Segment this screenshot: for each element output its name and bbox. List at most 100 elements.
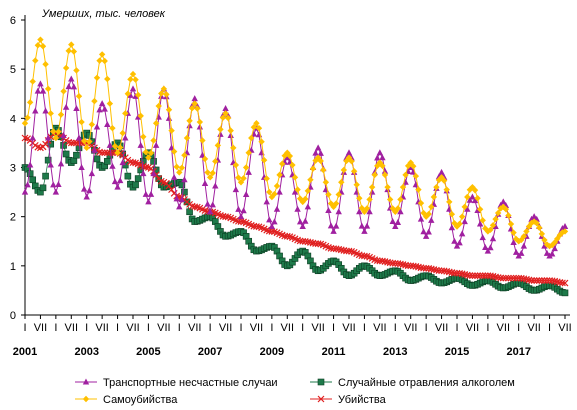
year-label: 2009 (260, 346, 284, 358)
diamond-marker (541, 236, 548, 244)
triangle-marker (75, 134, 83, 141)
diamond-marker (78, 118, 85, 126)
triangle-marker (191, 95, 198, 102)
diamond-marker (170, 148, 178, 155)
x-marker (301, 237, 309, 245)
square-marker (134, 175, 142, 182)
diamond-marker (487, 226, 494, 233)
diamond-marker (338, 179, 345, 186)
diamond-marker (309, 165, 317, 172)
x-marker (440, 267, 448, 275)
triangle-marker (330, 227, 337, 234)
diamond-marker (109, 124, 116, 132)
y-tick-label: 1 (10, 261, 16, 273)
x-tick-label: I (178, 322, 181, 334)
diamond-marker (443, 186, 450, 193)
diamond-marker (366, 196, 373, 203)
triangle-marker (37, 80, 44, 87)
triangle-marker (132, 92, 139, 99)
triangle-marker (204, 200, 211, 207)
x-marker (561, 279, 569, 287)
triangle-marker (78, 164, 85, 170)
x-marker (528, 276, 535, 284)
triangle-marker (245, 168, 252, 175)
x-marker (476, 272, 484, 280)
y-axis-label: Умерших, тыс. человек (41, 8, 166, 20)
x-tick-label: VII (34, 322, 47, 334)
square-marker (26, 170, 34, 177)
diamond-marker (163, 91, 170, 98)
diamond-marker (476, 206, 484, 213)
triangle-marker (420, 228, 427, 235)
triangle-marker (476, 220, 484, 227)
diamond-marker (230, 144, 237, 152)
diamond-marker (150, 137, 157, 144)
diamond-marker (91, 97, 98, 105)
triangle-marker (57, 160, 65, 167)
triangle-marker (255, 131, 263, 138)
triangle-marker (168, 144, 175, 151)
legend-label: Случайные отравления алкоголем (338, 377, 515, 389)
diamond-marker (194, 105, 201, 112)
triangle-marker (70, 83, 78, 90)
diamond-marker (39, 43, 47, 50)
diamond-marker (21, 120, 29, 127)
triangle-marker (186, 122, 193, 129)
x-tick-label: I (239, 322, 242, 334)
triangle-marker (80, 185, 88, 192)
triangle-marker (512, 248, 520, 255)
diamond-marker (302, 195, 309, 203)
diamond-marker (474, 195, 481, 202)
triangle-marker (32, 107, 39, 114)
x-tick-label: I (425, 322, 428, 334)
diamond-marker (479, 217, 486, 224)
diamond-marker (237, 179, 245, 186)
triangle-marker (178, 196, 186, 203)
diamond-marker (168, 127, 175, 134)
diamond-marker (181, 152, 188, 159)
year-label: 2005 (136, 346, 160, 358)
square-marker (73, 151, 80, 159)
diamond-marker (492, 215, 499, 223)
diamond-marker (332, 200, 340, 207)
triangle-marker (284, 154, 291, 161)
x-marker (479, 272, 487, 280)
x-tick-label: I (54, 322, 57, 334)
triangle-marker (44, 134, 52, 141)
x-tick-label: I (486, 322, 489, 334)
diamond-marker (55, 128, 62, 135)
triangle-marker (21, 188, 29, 195)
diamond-marker (348, 158, 355, 165)
diamond-marker (34, 42, 42, 49)
x-marker (268, 227, 276, 235)
diamond-marker (199, 137, 206, 144)
diamond-marker (253, 120, 260, 127)
diamond-marker (106, 100, 114, 107)
year-label: 2013 (383, 346, 407, 358)
diamond-marker (178, 164, 186, 172)
diamond-marker (248, 134, 255, 142)
diamond-marker (505, 212, 512, 219)
diamond-marker (428, 203, 435, 211)
diamond-marker (104, 75, 111, 83)
diamond-marker (142, 148, 150, 156)
diamond-marker (489, 222, 497, 229)
x-marker (487, 272, 494, 280)
triangle-marker (142, 190, 150, 197)
diamond-marker (242, 164, 250, 171)
triangle-marker (376, 149, 384, 156)
diamond-marker (235, 174, 242, 181)
triangle-marker (109, 162, 116, 169)
diamond-marker (47, 110, 54, 117)
series-group (21, 124, 569, 297)
diamond-marker (212, 158, 219, 165)
triangle-marker (86, 187, 93, 194)
diamond-marker (394, 205, 402, 212)
triangle-marker (345, 149, 353, 156)
diamond-marker (554, 235, 561, 242)
triangle-marker (232, 186, 240, 193)
diamond-marker (258, 138, 265, 145)
triangle-marker (127, 91, 134, 98)
diamond-marker (410, 163, 417, 170)
diamond-marker (520, 233, 528, 240)
